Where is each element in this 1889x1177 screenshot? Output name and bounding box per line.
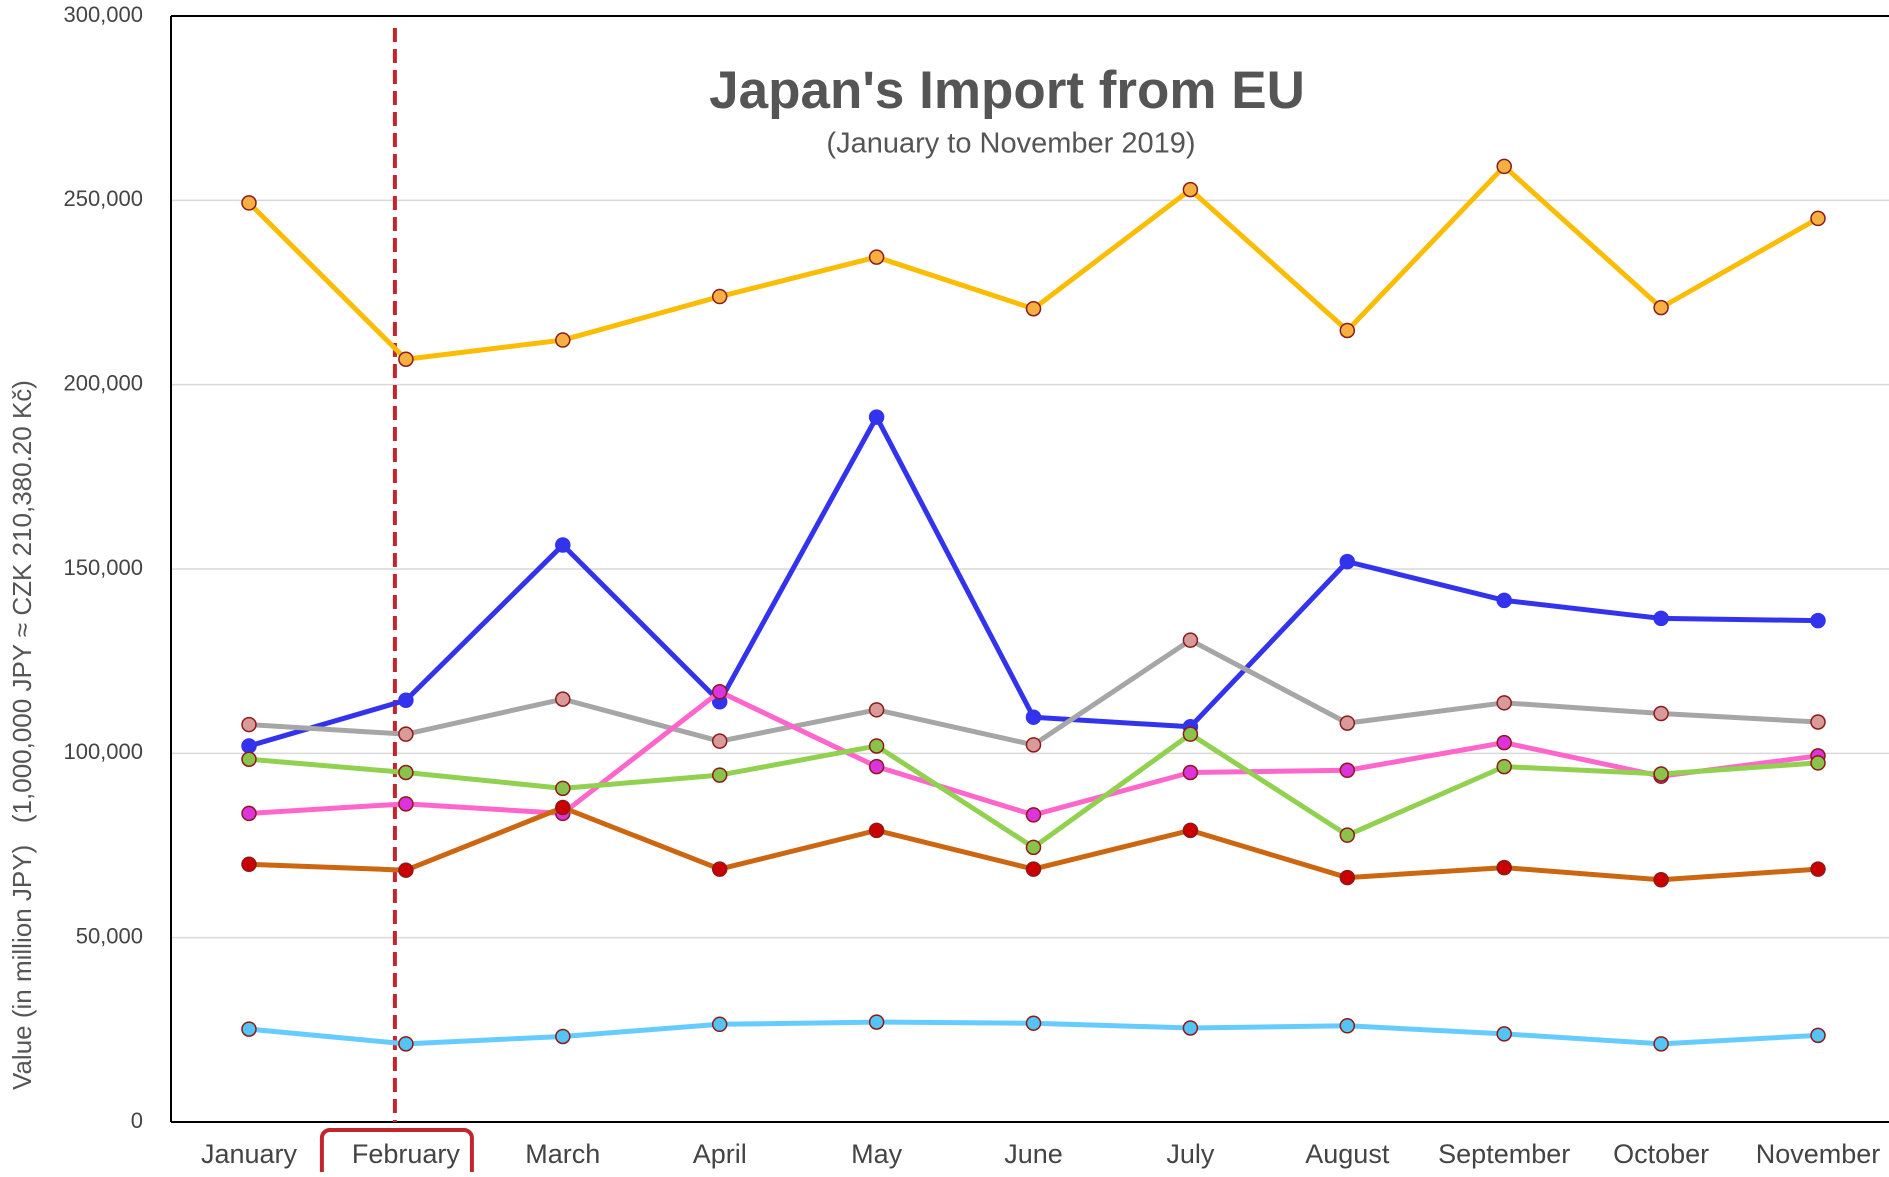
point — [1025, 1015, 1042, 1031]
point — [1025, 737, 1042, 753]
point — [1653, 872, 1669, 888]
point — [1653, 610, 1669, 627]
point — [241, 195, 257, 211]
point — [241, 805, 257, 822]
y-tick-label: 100,000 — [63, 739, 143, 764]
x-tick-label: October — [1613, 1139, 1709, 1169]
point — [555, 780, 571, 797]
point — [1496, 859, 1512, 876]
point — [711, 684, 728, 700]
point — [868, 738, 885, 754]
point — [1653, 705, 1669, 722]
point — [1496, 1026, 1512, 1042]
y-axis-label: Value (in million JPY) (1,000,000 JPY ≈ … — [7, 380, 37, 1090]
x-tick-label: April — [693, 1139, 747, 1169]
highlight-box — [319, 1128, 474, 1177]
point — [868, 702, 885, 718]
point — [1496, 734, 1512, 751]
point — [398, 726, 414, 742]
point — [1182, 822, 1199, 839]
point — [241, 1021, 257, 1037]
point — [555, 1028, 571, 1045]
point — [555, 332, 571, 348]
point — [1810, 755, 1826, 771]
point — [711, 733, 728, 749]
point — [555, 691, 571, 707]
point — [241, 738, 257, 754]
point — [1810, 210, 1826, 227]
point — [1339, 762, 1356, 779]
x-tick-label: September — [1438, 1139, 1570, 1169]
y-tick-label: 300,000 — [63, 2, 143, 27]
y-tick-label: 0 — [131, 1108, 143, 1133]
point — [711, 767, 728, 783]
point — [1496, 695, 1512, 711]
point — [1339, 322, 1356, 339]
x-tick-label: June — [1004, 1139, 1063, 1169]
point — [868, 758, 885, 775]
y-tick-label: 250,000 — [63, 186, 143, 211]
point — [1339, 553, 1356, 570]
series-line — [247, 163, 1820, 362]
point — [1339, 869, 1356, 886]
x-tick-label: February — [352, 1139, 461, 1169]
y-tick-label: 200,000 — [63, 370, 143, 395]
point — [398, 862, 414, 878]
point — [1182, 181, 1199, 198]
point — [241, 716, 257, 733]
chart-title: Japan's Import from EU — [709, 61, 1305, 120]
chart-subtitle: (January to November 2019) — [826, 128, 1195, 160]
x-tick-label: March — [525, 1139, 600, 1169]
point — [1025, 839, 1042, 856]
point — [868, 1014, 885, 1030]
point — [1182, 726, 1199, 742]
point — [241, 856, 257, 873]
point — [711, 288, 728, 305]
y-tick-label: 150,000 — [63, 555, 143, 580]
point — [555, 799, 571, 816]
x-tick-label: January — [201, 1139, 298, 1169]
point — [711, 861, 728, 877]
point — [1025, 300, 1042, 317]
point — [711, 1016, 728, 1033]
point — [398, 351, 414, 367]
point — [1653, 766, 1669, 782]
point — [398, 692, 414, 708]
series-line — [248, 637, 1819, 748]
series-line — [248, 414, 1819, 749]
point — [555, 537, 571, 553]
point — [1025, 807, 1042, 823]
point — [868, 409, 885, 425]
point — [1810, 612, 1826, 629]
point — [1810, 1027, 1826, 1044]
x-tick-label: May — [851, 1139, 903, 1169]
point — [1653, 1036, 1669, 1052]
point — [1182, 764, 1199, 781]
point — [1810, 861, 1826, 877]
x-tick-label: July — [1166, 1139, 1215, 1169]
point — [1653, 299, 1669, 316]
point — [398, 796, 414, 812]
point — [1810, 714, 1826, 730]
point — [1182, 1020, 1199, 1036]
point — [1496, 758, 1512, 775]
y-tick-label: 50,000 — [76, 923, 143, 948]
point — [1025, 861, 1042, 877]
point — [1496, 158, 1512, 175]
point — [398, 764, 414, 781]
point — [868, 249, 885, 265]
point — [1339, 827, 1356, 843]
x-tick-label: November — [1756, 1139, 1881, 1169]
point — [1339, 1018, 1356, 1034]
x-tick-label: August — [1305, 1139, 1390, 1169]
point — [398, 1036, 414, 1052]
point — [241, 751, 257, 767]
point — [868, 822, 885, 839]
point — [1025, 709, 1042, 725]
point — [1182, 632, 1199, 648]
point — [1339, 715, 1356, 731]
point — [1496, 592, 1512, 609]
